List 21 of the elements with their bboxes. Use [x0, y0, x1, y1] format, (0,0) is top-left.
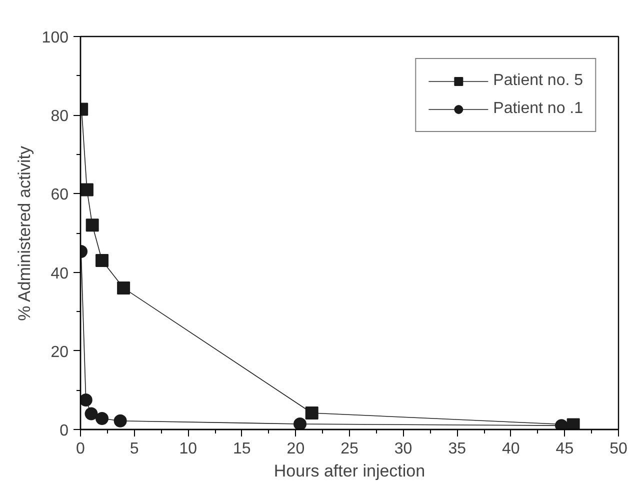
y-tick-label: 60: [50, 186, 69, 204]
y-tick-label: 80: [50, 108, 69, 126]
y-axis-title: % Administered activity: [14, 146, 34, 321]
x-tick-label: 45: [556, 440, 574, 458]
x-tick-label: 35: [448, 440, 466, 458]
x-tick-label: 50: [610, 440, 628, 458]
x-tick-label: 10: [179, 440, 198, 458]
x-tick-label: 25: [340, 440, 358, 458]
x-axis-title: Hours after injection: [274, 462, 426, 480]
y-tick-label: 40: [50, 265, 69, 282]
y-tick-label: 0: [60, 422, 69, 440]
legend-label: Patient no .1: [493, 100, 583, 118]
x-tick-label: 0: [76, 440, 86, 458]
y-tick-label: 20: [50, 344, 69, 361]
x-tick-label: 30: [394, 440, 412, 458]
legend-label: Patient no. 5: [493, 72, 583, 90]
x-tick-label: 40: [502, 440, 520, 458]
x-tick-label: 15: [233, 440, 251, 458]
x-tick-label: 20: [286, 440, 305, 458]
x-tick-label: 5: [130, 440, 139, 458]
y-tick-label: 100: [42, 30, 69, 46]
